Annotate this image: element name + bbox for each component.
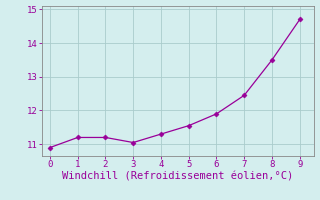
X-axis label: Windchill (Refroidissement éolien,°C): Windchill (Refroidissement éolien,°C) xyxy=(62,172,293,182)
